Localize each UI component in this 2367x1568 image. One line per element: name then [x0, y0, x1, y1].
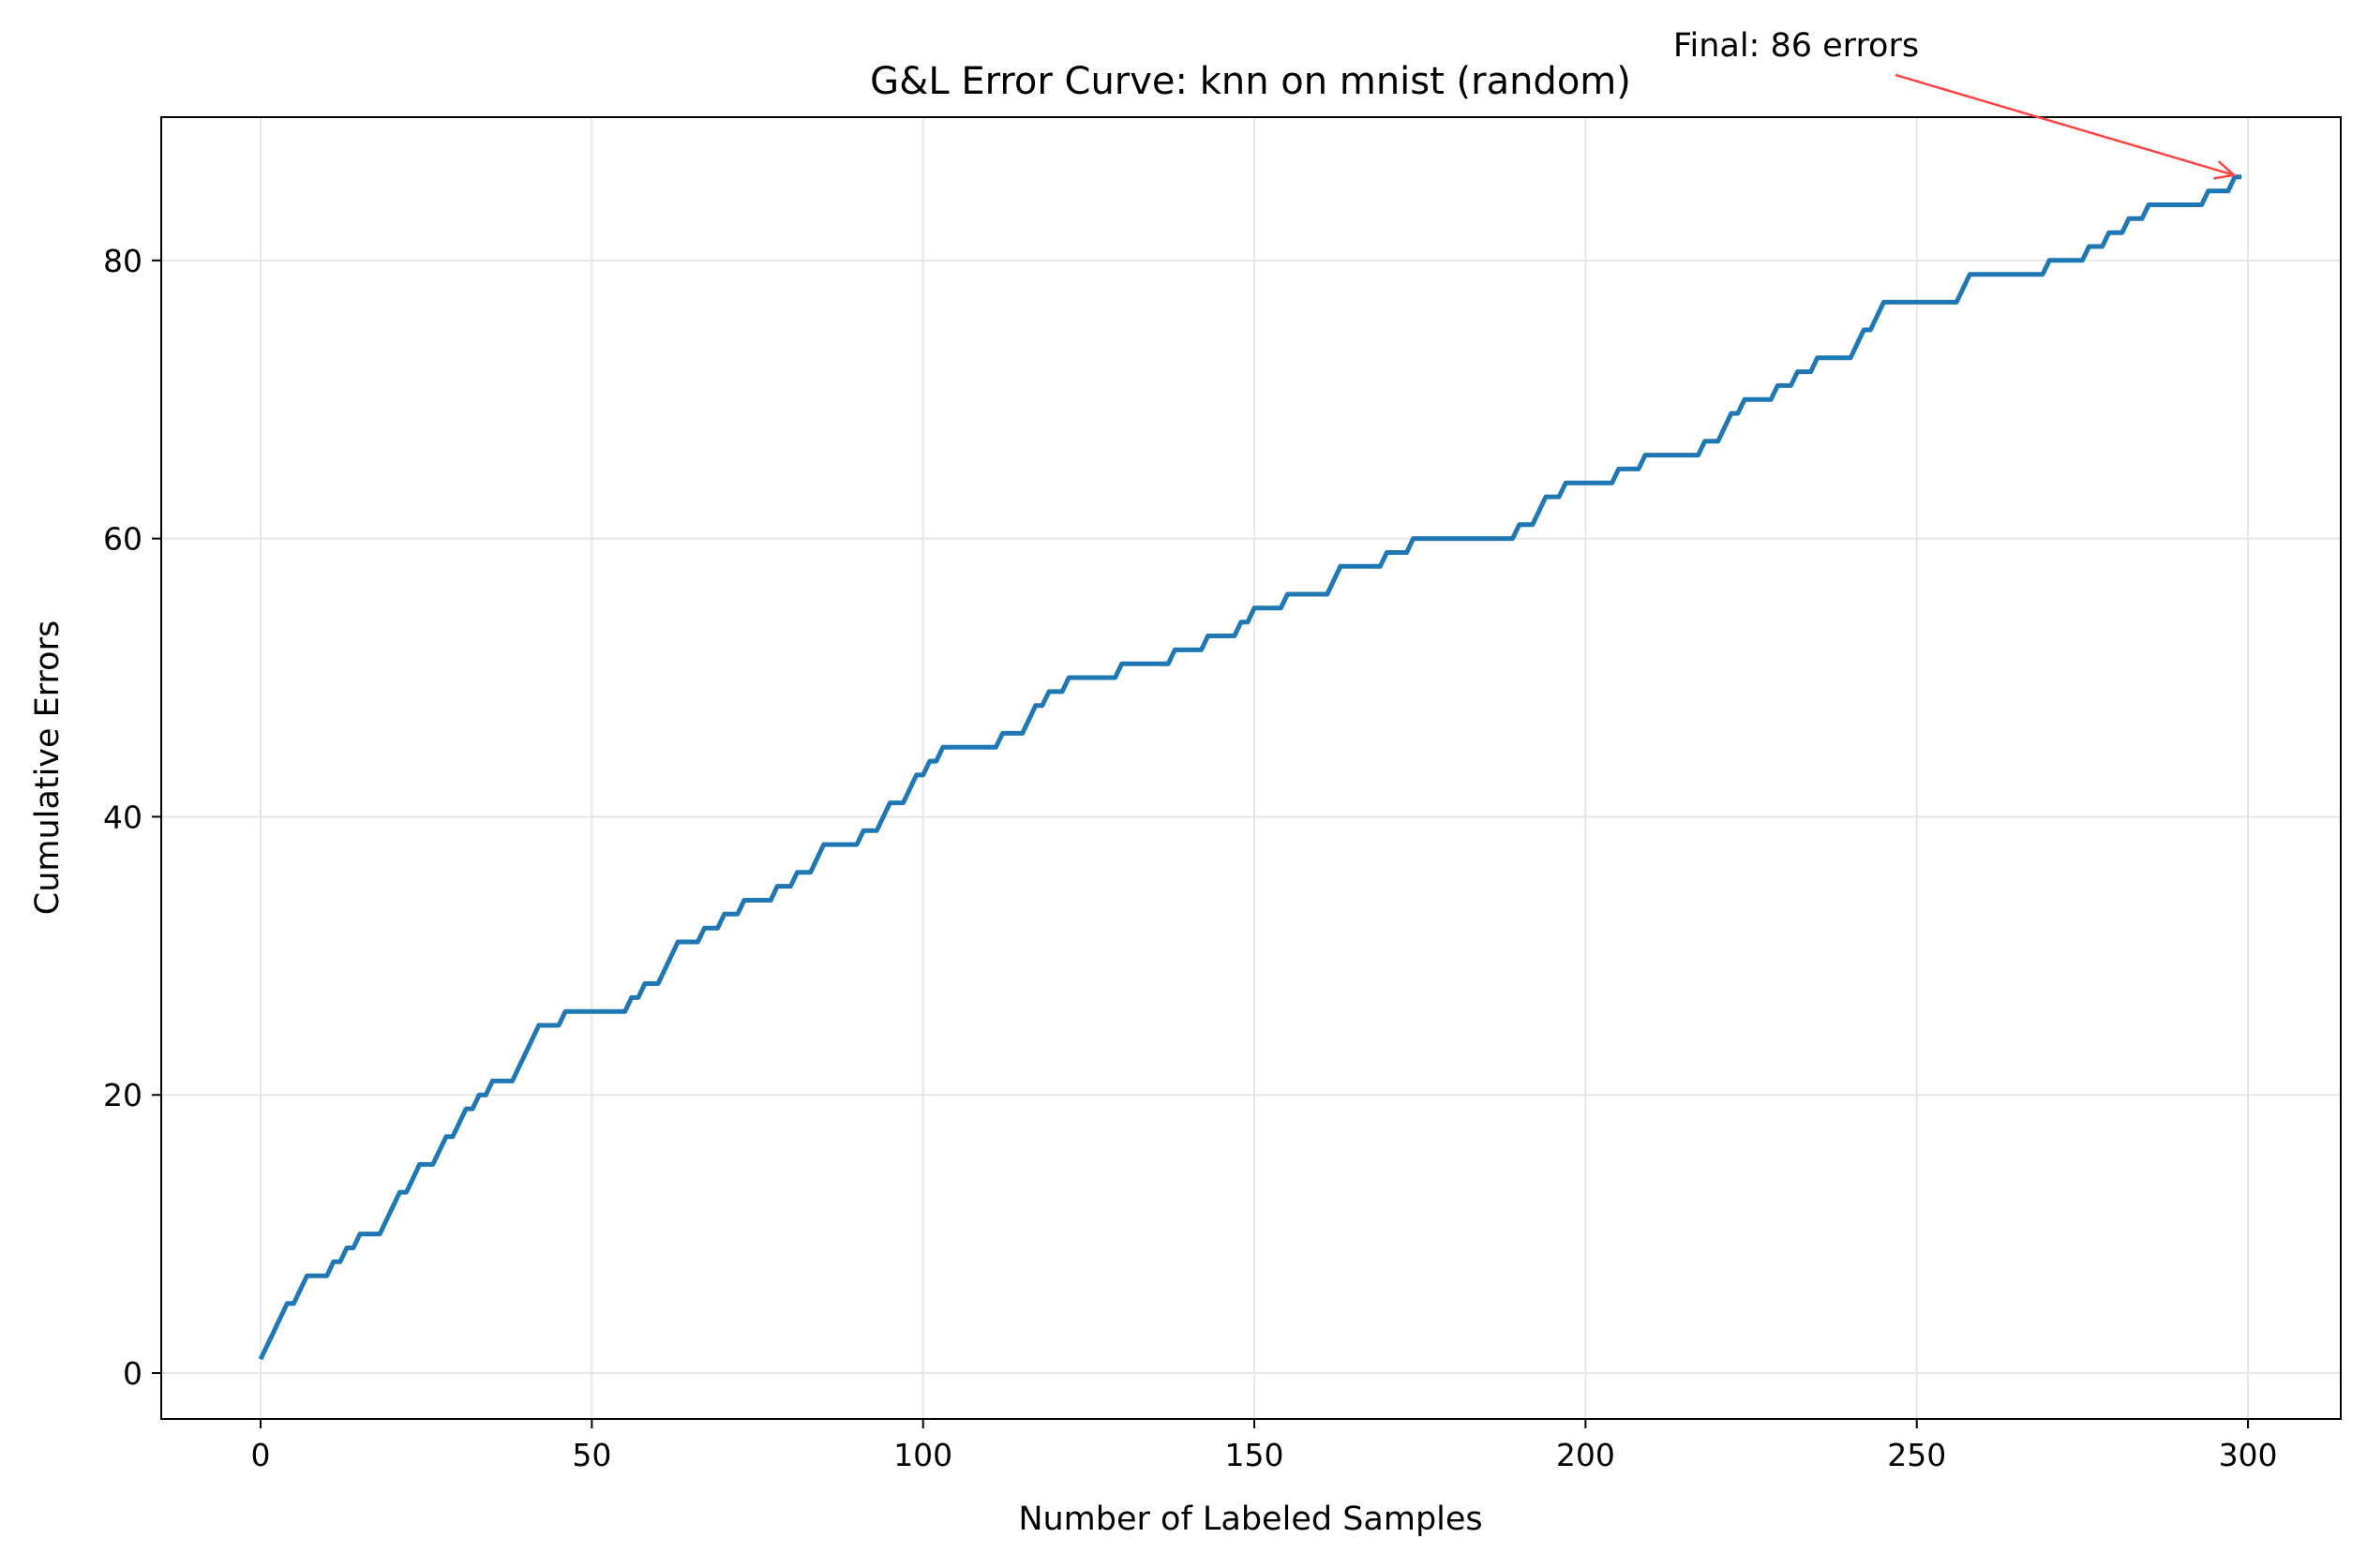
x-tick-label: 50 [572, 1437, 611, 1473]
y-axis-label: Cumulative Errors [29, 620, 67, 915]
annotation-arrowhead [2213, 160, 2237, 180]
y-tick-label: 80 [103, 243, 142, 279]
x-tick-label: 150 [1225, 1437, 1284, 1473]
x-tick-label: 250 [1887, 1437, 1946, 1473]
axis-ticks: 0 50 100 150 200 250 300 0 20 40 60 80 [103, 243, 2278, 1473]
y-tick-label: 60 [103, 521, 142, 558]
y-tick-label: 40 [103, 799, 142, 835]
grid-lines [161, 117, 2341, 1419]
x-tick-label: 0 [251, 1437, 271, 1473]
plot-frame [160, 116, 2342, 1420]
x-tick-label: 300 [2219, 1437, 2278, 1473]
series-layer [258, 174, 2241, 1361]
x-axis-label: Number of Labeled Samples [1018, 1501, 1482, 1538]
annotation-layer: Final: 86 errors [1673, 27, 2237, 180]
x-tick-label: 100 [893, 1437, 952, 1473]
series-line [258, 174, 2241, 1361]
x-tick-label: 200 [1556, 1437, 1615, 1473]
annotation-label: Final: 86 errors [1673, 27, 1919, 65]
chart-title: G&L Error Curve: knn on mnist (random) [870, 60, 1631, 103]
y-tick-label: 20 [103, 1077, 142, 1113]
y-tick-label: 0 [123, 1355, 142, 1392]
annotation-arrow [1895, 73, 2235, 177]
